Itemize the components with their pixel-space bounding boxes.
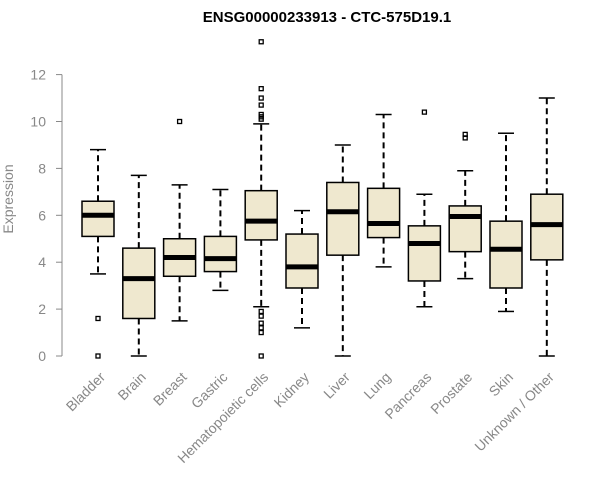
- y-tick-label: 6: [38, 207, 46, 223]
- box-group: [285, 209, 319, 329]
- x-tick-label: Breast: [150, 369, 190, 409]
- y-tick-label: 10: [30, 114, 46, 130]
- box: [326, 181, 360, 256]
- box-group: [407, 109, 442, 308]
- outlier-point: [258, 102, 264, 108]
- y-axis: 0 2 4 6 8 10 12: [30, 67, 63, 364]
- box-group: [326, 144, 360, 357]
- box-group: [489, 132, 523, 313]
- x-tick-label: Liver: [320, 369, 353, 402]
- x-tick-label: Bladder: [63, 369, 109, 415]
- box-group: [81, 148, 115, 359]
- x-tick-label: Kidney: [271, 369, 313, 411]
- y-tick-label: 8: [38, 160, 46, 176]
- box: [489, 220, 523, 289]
- box-group: [244, 39, 278, 359]
- box-group: [203, 188, 238, 292]
- x-tick-label: Lung: [360, 369, 393, 402]
- x-tick-label: Skin: [486, 369, 517, 400]
- outlier-point: [258, 39, 264, 45]
- outlier-point: [258, 320, 264, 326]
- box-group: [530, 97, 564, 357]
- outlier-point: [258, 86, 264, 92]
- outlier-point: [258, 116, 264, 122]
- y-tick-label: 12: [30, 67, 46, 83]
- outlier-point: [95, 315, 101, 322]
- outlier-point: [258, 313, 264, 319]
- box: [203, 235, 238, 273]
- x-tick-label: Prostate: [427, 369, 475, 417]
- box: [366, 187, 401, 239]
- outlier-point: [258, 329, 264, 336]
- box: [448, 205, 482, 253]
- outlier-point: [258, 353, 264, 359]
- boxes-layer: [81, 39, 564, 359]
- chart-title: ENSG00000233913 - CTC-575D19.1: [203, 9, 451, 26]
- box: [122, 247, 156, 320]
- outlier-point: [462, 135, 468, 141]
- box: [81, 200, 115, 238]
- box: [285, 233, 319, 289]
- outlier-point: [421, 109, 428, 115]
- outlier-point: [258, 325, 264, 331]
- outlier-point: [258, 308, 264, 315]
- box: [407, 225, 442, 282]
- x-tick-label: Brain: [114, 369, 148, 403]
- box-group: [366, 113, 401, 268]
- y-axis-label: Expression: [0, 164, 16, 233]
- box-group: [122, 174, 156, 357]
- outlier-point: [258, 95, 264, 101]
- box-group: [448, 131, 482, 280]
- y-tick-label: 2: [38, 301, 46, 317]
- outlier-point: [95, 353, 101, 359]
- outlier-point: [176, 118, 183, 125]
- y-tick-label: 4: [38, 254, 46, 270]
- box-group: [162, 118, 197, 322]
- box: [244, 189, 278, 241]
- y-tick-label: 0: [38, 348, 46, 364]
